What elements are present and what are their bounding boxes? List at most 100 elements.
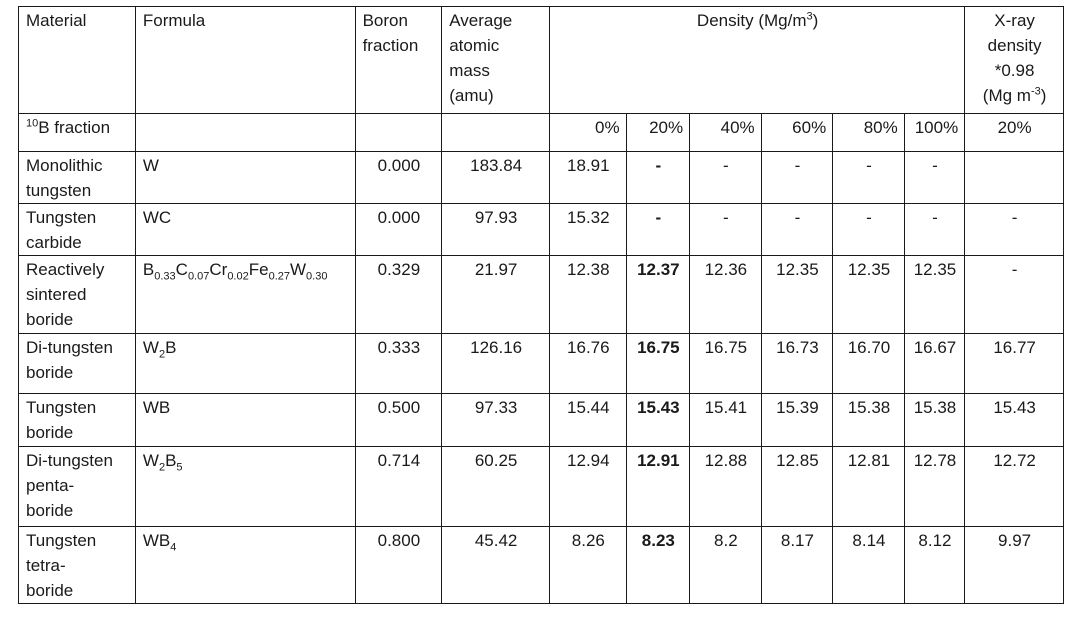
cell-boron-fraction: 0.500 [354, 393, 443, 447]
cell-average-atomic-mass: 183.84 [441, 151, 551, 204]
header-material: Material [18, 6, 136, 114]
cell-density: 16.73 [760, 333, 834, 394]
table-row: Di-tungsten boride W2B 0.333 126.16 16.76 16.… [18, 333, 1064, 394]
cell-density: 8.14 [832, 526, 905, 604]
subheader-density-pct: 60% [760, 113, 834, 152]
cell-average-atomic-mass: 60.25 [441, 446, 551, 527]
cell-density: - [625, 203, 691, 256]
subheader-density-pct: 20% [625, 113, 691, 152]
cell-material: Monolithic tungsten [18, 151, 136, 204]
cell-formula: W2B [134, 333, 356, 394]
cell-density: 12.88 [689, 446, 762, 527]
table-row: Monolithic tungsten W 0.000 183.84 18.91- - - -… [18, 151, 1064, 204]
subheader-row: 10B fraction 0% 20% 40% 60% 80% 100% 20% [18, 113, 1064, 152]
cell-density: 16.76 [549, 333, 627, 394]
cell-xray-density: - [964, 255, 1064, 334]
cell-density: 8.2 [689, 526, 762, 604]
cell-density: - [832, 203, 905, 256]
table-row: Tungsten boride WB 0.500 97.33 15.44 15.43 15.… [18, 393, 1064, 447]
cell-density: 16.75 [625, 333, 691, 394]
subheader-xray-pct: 20% [964, 113, 1064, 152]
cell-boron-fraction: 0.000 [354, 151, 443, 204]
cell-xray-density [964, 151, 1064, 204]
cell-density: 12.85 [760, 446, 834, 527]
subheader-density-pct: 0% [549, 113, 627, 152]
cell-density: 12.35 [760, 255, 834, 334]
cell-formula: WB4 [134, 526, 356, 604]
cell-material: Reactively sintered boride [18, 255, 136, 334]
cell-material: Di-tungsten penta- boride [18, 446, 136, 527]
cell-formula: B0.33C0.07Cr0.02Fe0.27W0.30 [134, 255, 356, 334]
table-row: Tungsten tetra- boride WB4 0.800 45.42 8.26 8… [18, 526, 1064, 604]
cell-formula: W2B5 [134, 446, 356, 527]
header-xray-density: X-ray density *0.98 (Mg m-3) [964, 6, 1064, 114]
cell-density: 12.81 [832, 446, 905, 527]
cell-density: - [903, 151, 966, 204]
cell-xray-density: 12.72 [964, 446, 1064, 527]
cell-density: - [903, 203, 966, 256]
cell-density: - [832, 151, 905, 204]
cell-density: - [625, 151, 691, 204]
cell-density: - [760, 151, 834, 204]
cell-density: 12.91 [625, 446, 691, 527]
cell-density: 8.26 [549, 526, 627, 604]
cell-density: 15.38 [903, 393, 966, 447]
cell-material: Tungsten tetra- boride [18, 526, 136, 604]
cell-density: 16.75 [689, 333, 762, 394]
cell-density: 18.91 [549, 151, 627, 204]
cell-density: - [689, 151, 762, 204]
cell-density: 12.94 [549, 446, 627, 527]
subheader-b10-fraction: 10B fraction [18, 113, 136, 152]
cell-boron-fraction: 0.800 [354, 526, 443, 604]
cell-density: 15.43 [625, 393, 691, 447]
cell-density: 15.39 [760, 393, 834, 447]
cell-density: 16.67 [903, 333, 966, 394]
header-boron-fraction: Boron fraction [354, 6, 443, 114]
cell-density: 8.23 [625, 526, 691, 604]
cell-xray-density: 15.43 [964, 393, 1064, 447]
cell-density: - [760, 203, 834, 256]
cell-density: 8.12 [903, 526, 966, 604]
cell-formula: W [134, 151, 356, 204]
cell-density: 12.78 [903, 446, 966, 527]
cell-xray-density: - [964, 203, 1064, 256]
table-row: Reactively sintered boride B0.33C0.07Cr0.… [18, 255, 1064, 334]
cell-density: 15.41 [689, 393, 762, 447]
cell-material: Tungsten carbide [18, 203, 136, 256]
cell-density: 15.38 [832, 393, 905, 447]
cell-density: 15.44 [549, 393, 627, 447]
cell-xray-density: 9.97 [964, 526, 1064, 604]
cell-boron-fraction: 0.329 [354, 255, 443, 334]
cell-average-atomic-mass: 97.93 [441, 203, 551, 256]
subheader-density-pct: 80% [832, 113, 905, 152]
cell-xray-density: 16.77 [964, 333, 1064, 394]
table-row: Di-tungsten penta- boride W2B5 0.714 60.25 1… [18, 446, 1064, 527]
cell-density: 16.70 [832, 333, 905, 394]
cell-material: Tungsten boride [18, 393, 136, 447]
cell-boron-fraction: 0.000 [354, 203, 443, 256]
cell-density: 15.32 [549, 203, 627, 256]
cell-boron-fraction: 0.714 [354, 446, 443, 527]
cell-average-atomic-mass: 126.16 [441, 333, 551, 394]
cell-average-atomic-mass: 97.33 [441, 393, 551, 447]
cell-formula: WB [134, 393, 356, 447]
header-formula: Formula [134, 6, 356, 114]
cell-density: - [689, 203, 762, 256]
header-row: Material Formula Boron fraction Average … [18, 6, 1064, 114]
cell-density: 12.38 [549, 255, 627, 334]
cell-density: 12.35 [903, 255, 966, 334]
cell-density: 12.36 [689, 255, 762, 334]
cell-density: 12.37 [625, 255, 691, 334]
cell-density: 8.17 [760, 526, 834, 604]
density-table: Material Formula Boron fraction Average … [18, 6, 1064, 604]
cell-average-atomic-mass: 21.97 [441, 255, 551, 334]
cell-density: 12.35 [832, 255, 905, 334]
table-row: Tungsten carbide WC 0.000 97.93 15.32- - - - - - [18, 203, 1064, 256]
subheader-density-pct: 100% [903, 113, 966, 152]
cell-average-atomic-mass: 45.42 [441, 526, 551, 604]
header-average-atomic-mass: Average atomic mass (amu) [441, 6, 551, 114]
subheader-density-pct: 40% [689, 113, 762, 152]
header-density: Density (Mg/m3) [549, 6, 966, 114]
cell-boron-fraction: 0.333 [354, 333, 443, 394]
cell-material: Di-tungsten boride [18, 333, 136, 394]
